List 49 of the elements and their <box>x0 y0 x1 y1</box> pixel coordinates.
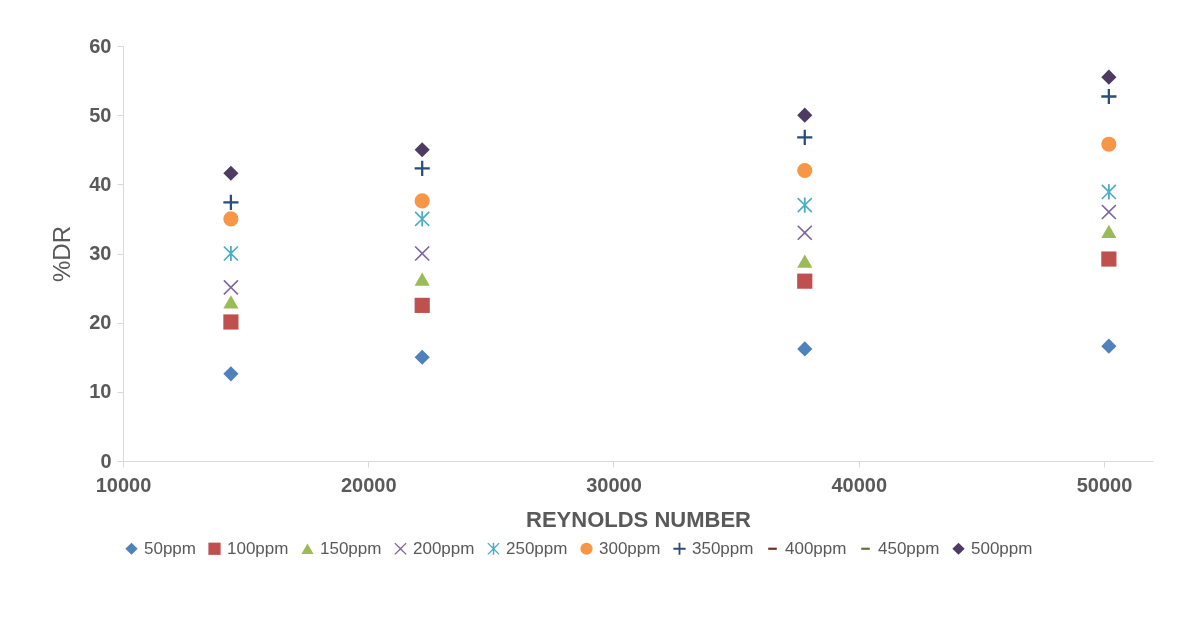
point <box>223 211 239 227</box>
point <box>1101 136 1117 152</box>
point <box>797 107 813 123</box>
y-tick-label: 60 <box>89 34 112 57</box>
point <box>414 142 430 158</box>
x-tick-label: 20000 <box>340 473 397 496</box>
point <box>414 272 430 286</box>
point <box>1101 224 1117 238</box>
point <box>414 160 430 177</box>
point <box>1101 184 1117 200</box>
point <box>1101 69 1117 85</box>
legend-label: 400ppm <box>785 538 847 558</box>
legend-label: 350ppm <box>692 538 754 558</box>
point <box>1101 88 1117 105</box>
point <box>414 193 430 209</box>
legend-label: 300ppm <box>599 538 661 558</box>
y-tick-label: 40 <box>89 172 112 195</box>
point <box>1101 251 1117 267</box>
point <box>797 225 813 241</box>
y-axis-title: %DR <box>48 225 76 283</box>
legend-label: 250ppm <box>506 538 568 558</box>
point <box>414 211 430 227</box>
point <box>223 366 239 382</box>
point <box>797 162 813 179</box>
point <box>223 165 239 181</box>
x-axis-title: REYNOLDS NUMBER <box>526 506 752 532</box>
x-tick-label: 40000 <box>831 473 888 496</box>
legend-label: 500ppm <box>971 538 1033 558</box>
y-tick-label: 30 <box>89 242 112 264</box>
legend-label: 200ppm <box>413 538 475 558</box>
y-tick-label: 10 <box>89 380 112 403</box>
legend-label: 50ppm <box>144 538 196 558</box>
legend-label: 100ppm <box>227 538 289 558</box>
point <box>223 314 239 330</box>
legend-label: 150ppm <box>320 538 382 558</box>
x-tick-label: 10000 <box>95 473 152 496</box>
point <box>797 273 813 289</box>
point <box>414 349 430 365</box>
y-tick-label: 20 <box>89 311 112 334</box>
point <box>797 341 813 357</box>
x-tick-label: 50000 <box>1076 473 1133 496</box>
point <box>1101 338 1117 354</box>
x-tick-label: 30000 <box>586 473 642 496</box>
point <box>414 297 430 313</box>
legend-label: 450ppm <box>878 538 940 558</box>
y-tick-label: 0 <box>100 449 112 472</box>
point <box>797 254 813 268</box>
y-tick-label: 50 <box>89 103 112 126</box>
point <box>223 295 239 309</box>
